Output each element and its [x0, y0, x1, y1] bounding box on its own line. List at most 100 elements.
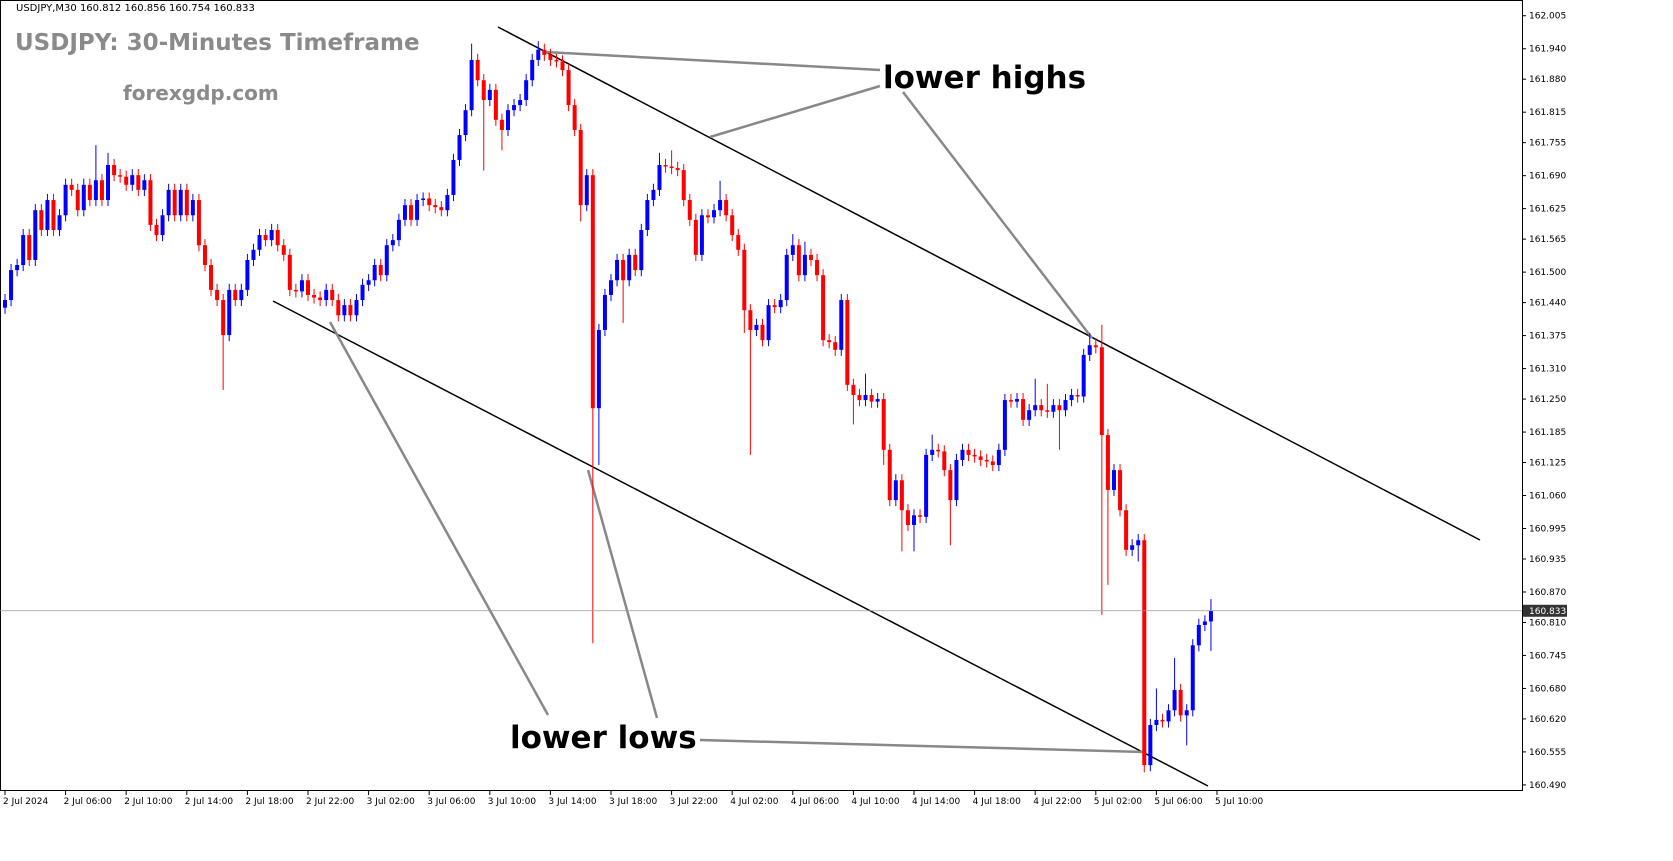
x-tick-label: 5 Jul 06:00 — [1154, 797, 1203, 807]
annotation: lower lows — [510, 720, 697, 756]
candle-body — [839, 300, 844, 350]
candle-body — [536, 49, 541, 60]
candle-body — [433, 205, 438, 208]
candle-body — [239, 289, 244, 301]
candle-body — [1184, 710, 1189, 716]
candle-body — [81, 184, 86, 211]
candle-body — [63, 184, 68, 216]
y-tick-label: 161.375 — [1529, 332, 1566, 342]
candle-body — [1190, 645, 1195, 711]
y-tick-label: 161.250 — [1529, 395, 1566, 405]
candle-body — [190, 200, 195, 216]
candle-body — [1045, 410, 1050, 412]
candle-body — [566, 70, 571, 106]
y-tick-label: 160.680 — [1529, 684, 1566, 694]
candle-body — [1099, 347, 1104, 436]
candle-body — [736, 235, 741, 250]
chart-title: USDJPY: 30-Minutes Timeframe — [15, 30, 420, 56]
candle-body — [712, 210, 717, 218]
x-tick-label: 2 Jul 18:00 — [245, 797, 294, 807]
y-tick-label: 160.490 — [1529, 781, 1566, 791]
y-tick-label: 160.995 — [1529, 525, 1566, 535]
candle-body — [318, 297, 323, 301]
candle-body — [106, 165, 111, 201]
candle-body — [33, 210, 38, 260]
candle-body — [1160, 719, 1165, 722]
plot-frame — [0, 0, 1523, 791]
candle-body — [808, 254, 813, 260]
candle-body — [1057, 405, 1062, 411]
candle-body — [1093, 345, 1098, 348]
candle-body — [475, 59, 480, 81]
candle-body — [869, 394, 874, 402]
y-tick-label: 161.940 — [1529, 45, 1566, 55]
x-tick-label: 4 Jul 14:00 — [912, 797, 961, 807]
candle-body — [390, 240, 395, 246]
arrow — [699, 738, 1146, 754]
candle-body — [299, 280, 304, 292]
x-tick-label: 2 Jul 22:00 — [306, 797, 355, 807]
x-tick-label: 3 Jul 22:00 — [670, 797, 719, 807]
candle-body — [1075, 394, 1080, 397]
candle-body — [1069, 394, 1074, 401]
candle-body — [730, 215, 735, 236]
candle-body — [699, 215, 704, 255]
candle-body — [693, 219, 698, 255]
candle-body — [184, 189, 189, 216]
y-tick-label: 160.620 — [1529, 715, 1566, 725]
candle-body — [69, 184, 74, 190]
x-tick-label: 4 Jul 10:00 — [851, 797, 900, 807]
candle-body — [893, 480, 898, 501]
candle-body — [1027, 410, 1032, 420]
candle-body — [1148, 724, 1153, 766]
candle-body — [263, 235, 268, 241]
candle-body — [524, 80, 529, 101]
candle-body — [1063, 400, 1068, 411]
x-tick-label: 3 Jul 18:00 — [609, 797, 658, 807]
candle-body — [572, 105, 577, 130]
candle-body — [609, 280, 613, 295]
candle-body — [221, 300, 226, 336]
x-tick-label: 2 Jul 2024 — [3, 797, 48, 807]
candle-body — [51, 200, 56, 230]
candle-body — [905, 510, 910, 525]
y-tick-label: 160.555 — [1529, 748, 1566, 758]
x-tick-label: 4 Jul 02:00 — [730, 797, 779, 807]
y-tick-label: 161.690 — [1529, 172, 1566, 182]
candle-body — [439, 207, 444, 211]
candle-body — [918, 515, 923, 517]
candle-body — [21, 235, 26, 266]
candle-body — [596, 330, 601, 409]
candle-body — [584, 175, 589, 206]
candle-body — [257, 235, 262, 250]
y-tick-label: 160.810 — [1529, 618, 1566, 628]
candle-body — [1130, 545, 1135, 550]
candle-body — [669, 166, 674, 169]
candle-body — [530, 59, 535, 81]
candle-body — [827, 340, 832, 343]
y-tick-label: 161.440 — [1529, 299, 1566, 309]
x-tick-label: 4 Jul 18:00 — [973, 797, 1022, 807]
candle-body — [209, 265, 214, 290]
candle-body — [202, 245, 207, 266]
candle-body — [1196, 624, 1201, 646]
x-tick-label: 5 Jul 10:00 — [1215, 797, 1264, 807]
symbol-header: USDJPY,M30 160.812 160.856 160.754 160.8… — [16, 3, 255, 14]
candle-body — [996, 449, 1001, 466]
candle-body — [118, 175, 123, 177]
candle-body — [354, 300, 359, 316]
lower-trendline — [272, 300, 1209, 787]
candle-body — [542, 49, 547, 55]
candle-body — [881, 399, 886, 450]
y-tick-label: 161.755 — [1529, 139, 1566, 149]
candle-body — [324, 289, 329, 301]
candle-body — [1111, 470, 1116, 490]
candle-body — [396, 219, 401, 241]
candle-body — [615, 259, 620, 281]
candle-body — [505, 110, 510, 130]
candle-body — [457, 135, 462, 160]
candle-body — [269, 229, 274, 241]
candle-body — [1142, 540, 1147, 766]
candle-body — [463, 110, 468, 136]
